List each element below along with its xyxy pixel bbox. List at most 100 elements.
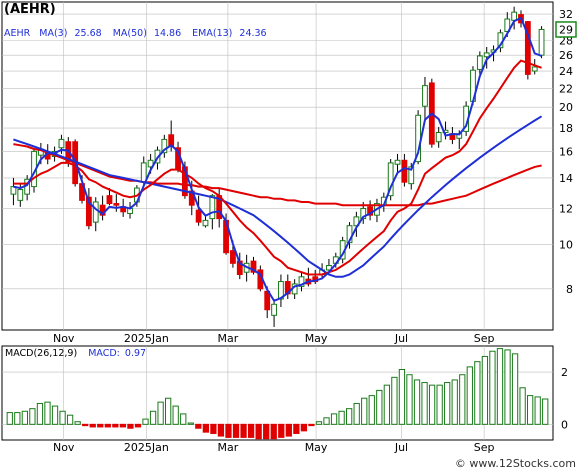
candle xyxy=(298,272,305,292)
macd-bar-positive xyxy=(496,348,504,425)
macd-bar-positive xyxy=(451,379,458,425)
macd-bar-positive xyxy=(542,398,549,425)
candle-body-up xyxy=(271,303,277,316)
price-y-tick-label: 24 xyxy=(559,65,573,78)
macd-bar-positive xyxy=(527,395,534,425)
last-price-label: 29 xyxy=(559,23,573,36)
candle-body-up xyxy=(147,159,154,168)
candle-body-down xyxy=(401,159,408,183)
macd-bar-positive xyxy=(421,382,428,425)
legend-ma50-label: MA(50) xyxy=(113,28,147,39)
ma50-line xyxy=(13,115,543,278)
macd-bar-negative xyxy=(278,423,285,438)
macd-bar-positive xyxy=(74,421,81,425)
macd-bar-negative xyxy=(82,423,89,427)
legend-ma50-value: 14.86 xyxy=(154,28,181,39)
macd-bar-positive xyxy=(66,414,74,425)
macd-bar-negative xyxy=(225,423,232,438)
macd-bar-positive xyxy=(51,405,59,425)
macd-panel: 02 Nov 2025Jan Mar May Jul Sep MACD(26,12,9) … xyxy=(1,345,568,454)
macd-bar-positive xyxy=(398,369,406,425)
macd-x-tick-label: Sep xyxy=(474,441,495,454)
macd-bar-negative xyxy=(293,423,300,434)
price-x-tick-label: Jul xyxy=(394,332,408,345)
candle-body-down xyxy=(106,195,113,205)
macd-bar-positive xyxy=(338,410,345,425)
price-panel: 8 10 12 14 16 18 20 22 24 26 28 32 Nov 2025Jan Mar May… xyxy=(1,1,577,345)
candle xyxy=(202,215,209,228)
candle xyxy=(401,153,408,187)
macd-bar-negative xyxy=(247,423,255,438)
candle-body-down xyxy=(195,209,202,223)
legend-ma3-label: MA(3) xyxy=(39,28,67,39)
macd-y-tick-label: 2 xyxy=(561,366,568,379)
candle xyxy=(387,159,394,201)
price-y-tick-label: 32 xyxy=(559,8,573,21)
candle-body-up xyxy=(435,132,442,143)
macd-bar-negative xyxy=(255,423,262,440)
price-plot-frame xyxy=(1,1,554,331)
macd-bar-negative xyxy=(119,423,127,428)
price-x-tick-label: Sep xyxy=(474,332,495,345)
last-price-box xyxy=(555,21,577,38)
candle xyxy=(195,195,202,226)
macd-bar-positive xyxy=(489,350,496,425)
candle-body-up xyxy=(387,162,394,197)
macd-bar-positive xyxy=(6,412,13,425)
macd-bar-positive xyxy=(444,382,451,425)
candle xyxy=(531,59,538,75)
candle-body-up xyxy=(202,219,209,227)
watermark: © www.12Stocks.com xyxy=(455,457,576,470)
macd-bar-positive xyxy=(330,413,338,425)
candle-body-up xyxy=(511,11,518,21)
candle xyxy=(85,188,92,230)
macd-bar-positive xyxy=(149,410,157,425)
macd-bar-negative xyxy=(97,423,104,428)
macd-x-tick-label: Nov xyxy=(53,441,75,454)
candle-body-up xyxy=(161,138,168,154)
candle-body-down xyxy=(113,203,120,206)
macd-x-tick-label: 2025Jan xyxy=(124,441,169,454)
macd-bar-negative xyxy=(134,423,142,428)
macd-bar-negative xyxy=(202,423,209,433)
macd-bar-positive xyxy=(323,417,330,425)
candle-body-up xyxy=(92,201,99,223)
price-x-tick-label: May xyxy=(305,332,328,345)
macd-bar-positive xyxy=(413,379,421,425)
candle-body-up xyxy=(538,28,545,56)
candle-body-up xyxy=(209,195,216,220)
macd-bar-negative xyxy=(285,423,292,437)
candle xyxy=(483,46,490,69)
price-y-tick-label: 18 xyxy=(559,122,573,135)
macd-bar-negative xyxy=(127,423,134,429)
legend-ma3-value: 25.68 xyxy=(74,28,101,39)
macd-bar-negative xyxy=(89,423,96,428)
candle-body-up xyxy=(531,66,538,72)
macd-y-tick-labels: 02 xyxy=(561,366,568,431)
macd-bar-positive xyxy=(315,421,323,425)
macd-bar-positive xyxy=(59,410,66,425)
price-x-tick-label: Nov xyxy=(53,332,75,345)
candle-body-up xyxy=(394,159,401,165)
candle-body-up xyxy=(408,166,415,185)
macd-y-tick-label: 0 xyxy=(561,418,568,431)
candle-body-up xyxy=(17,189,24,201)
candle xyxy=(92,197,99,232)
macd-bar-positive xyxy=(466,366,473,425)
macd-bar-negative xyxy=(232,423,240,438)
price-y-tick-labels: 8 10 12 14 16 18 20 22 24 26 28 32 xyxy=(559,8,573,296)
macd-bar-positive xyxy=(391,376,398,425)
candle xyxy=(394,153,401,173)
price-gridlines xyxy=(2,13,553,290)
macd-bar-positive xyxy=(368,395,375,425)
macd-bar-positive xyxy=(481,355,489,425)
macd-bar-positive xyxy=(361,397,368,425)
candle-body-up xyxy=(326,264,332,271)
macd-bar-negative xyxy=(104,423,111,428)
candle xyxy=(250,256,257,275)
macd-bar-negative xyxy=(270,423,277,440)
price-x-tick-label: 2025Jan xyxy=(124,332,169,345)
macd-x-tick-label: May xyxy=(305,441,328,454)
